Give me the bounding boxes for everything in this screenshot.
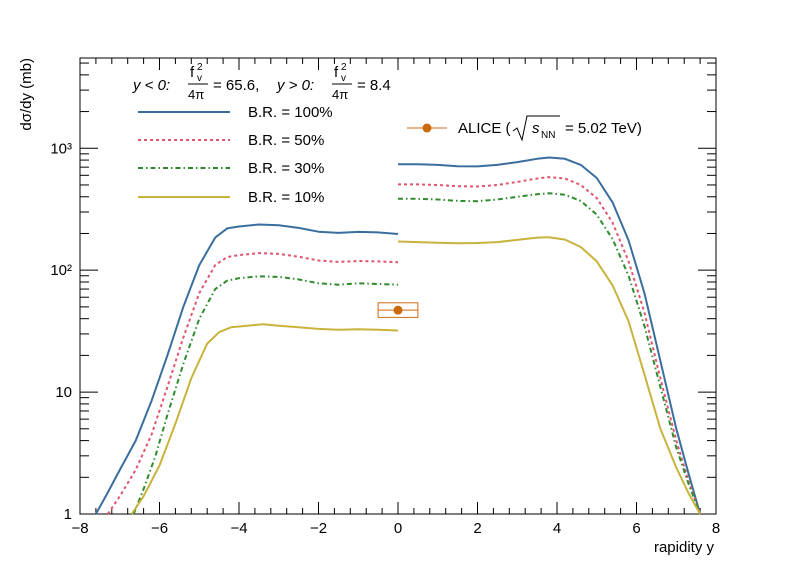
x-tick-label: 0 xyxy=(394,520,402,537)
x-axis-title: rapidity y xyxy=(654,539,715,556)
annotation-neg-value: = 65.6, xyxy=(213,77,259,94)
alice-legend-label: ALICE ( xyxy=(458,120,511,137)
legend-label-br10: B.R. = 10% xyxy=(248,189,324,206)
annotation-frac-num-neg: f xyxy=(190,64,195,81)
annotation-frac-sup-pos: 2 xyxy=(341,62,347,73)
parameter-annotation: y < 0: f 2 v 4π = 65.6, y > 0: f 2 v 4π … xyxy=(132,62,391,102)
series-line-br10-pos xyxy=(397,236,701,515)
annotation-frac-sup-neg: 2 xyxy=(197,62,203,73)
series-line-br50-neg xyxy=(106,252,399,515)
x-tick-label: 2 xyxy=(473,520,481,537)
x-tick-label: 4 xyxy=(553,520,561,537)
legend-label-br50: B.R. = 50% xyxy=(248,132,324,149)
y-tick-label: 10³ xyxy=(50,140,72,157)
series-curves xyxy=(95,156,702,515)
y-tick-label: 1 xyxy=(64,506,72,523)
x-tick-label: −2 xyxy=(310,520,327,537)
alice-marker xyxy=(393,305,403,315)
legend-label-br100: B.R. = 100% xyxy=(248,104,333,121)
alice-legend-sqrt-var: s xyxy=(532,120,540,137)
alice-legend: ALICE ( s NN = 5.02 TeV) xyxy=(407,115,642,142)
x-tick-label: −8 xyxy=(71,520,88,537)
annotation-frac-sub-neg: v xyxy=(197,73,202,84)
annotation-neg-label: y < 0: xyxy=(132,77,170,94)
series-line-br30-neg xyxy=(132,275,399,515)
alice-legend-sqrt-sub: NN xyxy=(541,130,555,141)
series-legend: B.R. = 100% B.R. = 50% B.R. = 30% B.R. =… xyxy=(138,104,333,206)
series-line-br30-pos xyxy=(398,192,702,515)
alice-data-point xyxy=(377,302,419,318)
legend-label-br30: B.R. = 30% xyxy=(248,160,324,177)
x-tick-label: −4 xyxy=(230,520,247,537)
annotation-pos-label: y > 0: xyxy=(276,77,314,94)
axis-tick-labels: −8 −6 −4 −2 0 2 4 6 8 1 10 10² 10³ xyxy=(50,140,720,537)
x-tick-label: 8 xyxy=(712,520,720,537)
y-tick-label: 10² xyxy=(50,262,72,279)
annotation-frac-sub-pos: v xyxy=(341,73,346,84)
y-axis-title: dσ/dy (mb) xyxy=(18,58,35,131)
alice-legend-energy: = 5.02 TeV) xyxy=(565,120,642,137)
alice-legend-swatch-marker xyxy=(422,123,432,133)
series-line-br100-pos xyxy=(398,156,702,515)
series-line-br100-neg xyxy=(95,223,399,515)
annotation-frac-den-pos: 4π xyxy=(332,87,348,102)
y-tick-label: 10 xyxy=(55,384,72,401)
x-tick-label: 6 xyxy=(632,520,640,537)
annotation-frac-num-pos: f xyxy=(334,64,339,81)
axis-ticks xyxy=(79,58,717,515)
annotation-frac-den-neg: 4π xyxy=(188,87,204,102)
x-tick-label: −6 xyxy=(151,520,168,537)
annotation-pos-value: = 8.4 xyxy=(357,77,391,94)
series-line-br10-neg xyxy=(130,323,399,515)
sqrt-icon xyxy=(512,115,560,142)
series-line-br50-pos xyxy=(398,176,702,515)
